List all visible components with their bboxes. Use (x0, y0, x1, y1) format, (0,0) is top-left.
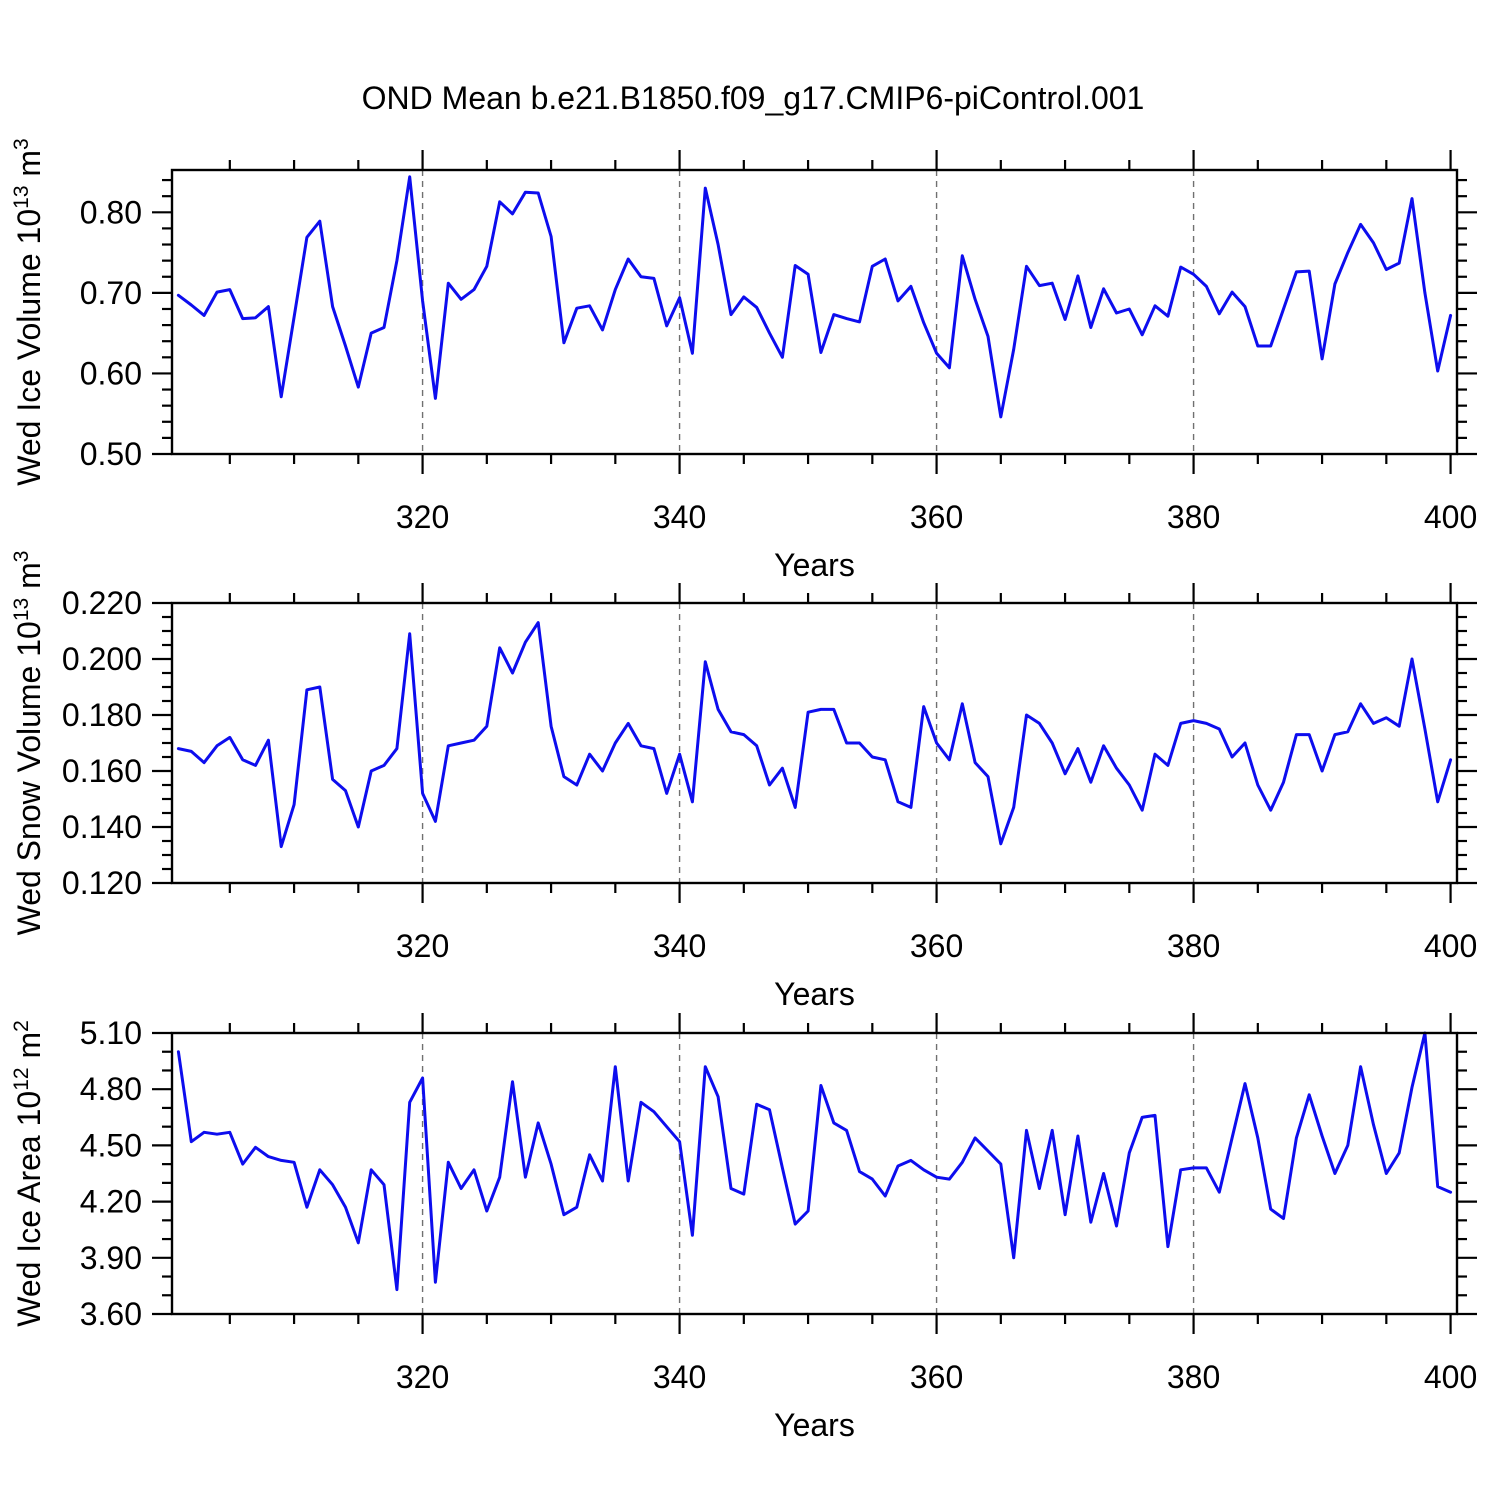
y-axis-title: Wed Ice Area 1012 m2 (10, 1020, 47, 1327)
wed-ice-volume-line (176, 175, 1453, 419)
wed-ice-volume-frame (170, 168, 1459, 456)
wed-ice-volume-chart: 320 340 360 380 400 0.50 0.60 0.70 0.80 Years Wed … (10, 138, 1477, 583)
x-tick-label: 380 (1167, 1359, 1220, 1395)
x-tick-label: 400 (1424, 928, 1477, 964)
figure-title: OND Mean b.e21.B1850.f09_g17.CMIP6-piCon… (361, 80, 1145, 116)
y-tick-label: 0.140 (62, 809, 142, 845)
y-tick-label: 0.220 (62, 585, 142, 621)
y-tick-label: 4.20 (80, 1184, 142, 1220)
y-tick-label: 0.60 (80, 355, 142, 391)
y-tick-label: 4.50 (80, 1127, 142, 1163)
y-tick-label: 3.90 (80, 1240, 142, 1276)
y-tick-label: 0.200 (62, 641, 142, 677)
x-axis-title: Years (774, 1407, 855, 1443)
y-tick-label: 0.120 (62, 865, 142, 901)
y-tick-label: 3.60 (80, 1296, 142, 1332)
x-axis-title: Years (774, 976, 855, 1012)
x-tick-label: 360 (910, 499, 963, 535)
wed-ice-area-line (176, 1031, 1453, 1292)
x-tick-label: 360 (910, 928, 963, 964)
y-axis-title: Wed Ice Volume 1013 m3 (10, 138, 47, 486)
x-tick-label: 320 (396, 499, 449, 535)
x-tick-label: 320 (396, 928, 449, 964)
wed-ice-area-frame (170, 1031, 1459, 1316)
y-axis-title: Wed Snow Volume 1013 m3 (10, 551, 47, 936)
y-tick-label: 0.80 (80, 194, 142, 230)
wed-ice-area-chart: 320 340 360 380 400 3.60 3.90 4.20 4.50 4.80 5.10 Y… (10, 1013, 1477, 1443)
y-tick-label: 0.160 (62, 753, 142, 789)
x-tick-label: 320 (396, 1359, 449, 1395)
wed-snow-volume-line (176, 621, 1453, 849)
y-tick-label: 0.70 (80, 275, 142, 311)
x-tick-label: 380 (1167, 499, 1220, 535)
x-tick-label: 400 (1424, 499, 1477, 535)
x-tick-label: 340 (653, 1359, 706, 1395)
x-tick-label: 380 (1167, 928, 1220, 964)
y-tick-label: 5.10 (80, 1015, 142, 1051)
y-tick-label: 4.80 (80, 1071, 142, 1107)
y-tick-label: 0.50 (80, 436, 142, 472)
x-tick-label: 400 (1424, 1359, 1477, 1395)
x-axis-title: Years (774, 547, 855, 583)
y-tick-label: 0.180 (62, 697, 142, 733)
x-tick-label: 360 (910, 1359, 963, 1395)
wed-snow-volume-frame (170, 601, 1459, 885)
wed-snow-volume-chart: 320 340 360 380 400 0.120 0.140 0.160 0.180 0.200… (10, 551, 1477, 1012)
x-tick-label: 340 (653, 928, 706, 964)
x-tick-label: 340 (653, 499, 706, 535)
